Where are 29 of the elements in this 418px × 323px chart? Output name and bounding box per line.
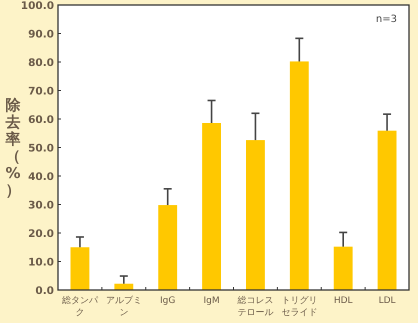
bar bbox=[114, 284, 134, 290]
bar bbox=[70, 247, 90, 290]
x-tick-label: IgM bbox=[203, 296, 220, 306]
y-tick-label: 40.0 bbox=[28, 171, 54, 183]
y-tick-label: 30.0 bbox=[28, 200, 54, 212]
x-tick-label: LDL bbox=[378, 296, 396, 306]
bar bbox=[290, 61, 309, 290]
y-axis-title: 除去率（%） bbox=[4, 96, 22, 199]
x-tick-label: IgG bbox=[160, 296, 176, 306]
y-tick-label: 10.0 bbox=[28, 256, 54, 268]
x-tick-label: HDL bbox=[334, 296, 353, 306]
y-tick-label: 0.0 bbox=[35, 285, 54, 297]
y-tick-label: 50.0 bbox=[28, 142, 54, 154]
y-tick-label: 20.0 bbox=[28, 228, 54, 240]
annotation: n=3 bbox=[376, 14, 397, 25]
x-tick-label: 総タンパク bbox=[60, 295, 99, 318]
bar bbox=[334, 246, 353, 290]
x-tick-label: トリグリセライド bbox=[281, 295, 318, 318]
x-tick-label: 総コレステロール bbox=[236, 295, 274, 318]
y-tick-label: 100.0 bbox=[20, 0, 54, 12]
bar bbox=[378, 130, 396, 290]
bar bbox=[246, 140, 265, 290]
y-tick-label: 80.0 bbox=[28, 57, 54, 69]
bar bbox=[202, 122, 221, 290]
y-tick-label: 70.0 bbox=[28, 86, 54, 98]
x-tick-label: アルブミン bbox=[106, 295, 142, 318]
bar bbox=[158, 205, 178, 290]
y-tick-label: 90.0 bbox=[28, 28, 54, 40]
y-tick-label: 60.0 bbox=[28, 114, 54, 126]
